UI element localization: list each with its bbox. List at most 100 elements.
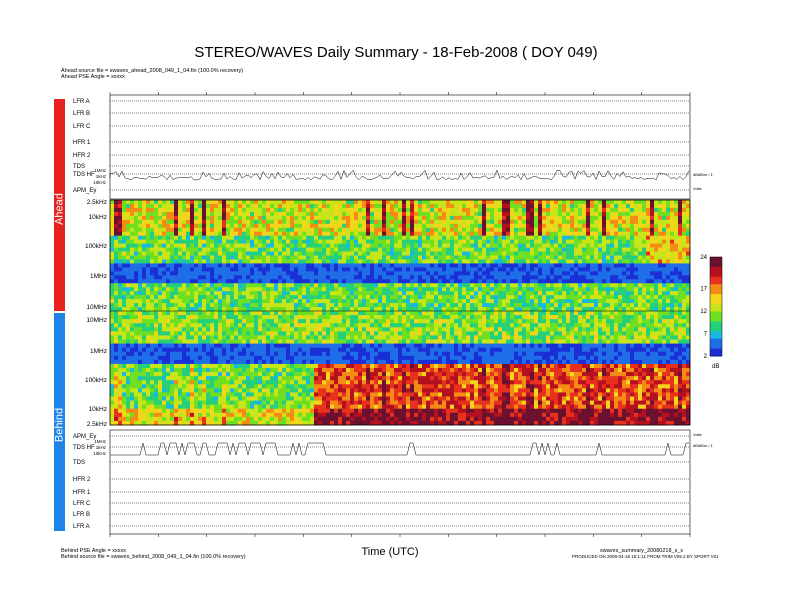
ahead-spectrogram-cell	[234, 263, 239, 268]
behind-spectrogram-cell	[426, 380, 431, 385]
behind-spectrogram-cell	[130, 392, 135, 397]
ahead-spectrogram-cell	[154, 307, 159, 312]
ahead-spectrogram-cell	[118, 283, 123, 288]
ahead-spectrogram-cell	[130, 259, 135, 264]
ahead-spectrogram-cell	[450, 215, 455, 221]
ahead-spectrogram-cell	[410, 295, 415, 300]
behind-spectrogram-cell	[378, 355, 383, 361]
ahead-spectrogram-cell	[178, 215, 183, 221]
behind-spectrogram-cell	[414, 355, 419, 361]
ahead-spectrogram-cell	[426, 307, 431, 312]
ahead-spectrogram-cell	[146, 303, 151, 308]
ahead-spectrogram-cell	[402, 307, 407, 312]
ahead-spectrogram-cell	[226, 275, 231, 280]
ahead-spectrogram-cell	[322, 223, 327, 229]
ahead-spectrogram-cell	[342, 211, 347, 217]
ahead-spectrogram-cell	[294, 295, 299, 300]
ahead-spectrogram-cell	[414, 263, 419, 268]
behind-spectrogram-cell	[274, 311, 279, 316]
behind-spectrogram-cell	[258, 388, 263, 393]
behind-spectrogram-cell	[294, 339, 299, 344]
ahead-spectrogram-cell	[446, 235, 451, 240]
ahead-spectrogram-cell	[114, 223, 119, 229]
ahead-spectrogram-cell	[134, 267, 139, 272]
behind-spectrogram-cell	[250, 372, 255, 377]
ahead-spectrogram-cell	[434, 307, 439, 312]
ahead-spectrogram-cell	[138, 283, 143, 288]
ahead-spectrogram-cell	[394, 263, 399, 268]
behind-spectrogram-cell	[186, 351, 191, 357]
ahead-spectrogram-cell	[386, 271, 391, 276]
ahead-spectrogram-cell	[386, 307, 391, 312]
behind-spectrogram-cell	[166, 412, 171, 418]
behind-spectrogram-cell	[294, 368, 299, 373]
ahead-spectrogram-cell	[298, 243, 303, 248]
behind-spectrogram-cell	[166, 339, 171, 344]
behind-spectrogram-cell	[166, 359, 171, 365]
behind-spectrogram-cell	[362, 388, 367, 393]
ahead-spectrogram-cell	[386, 219, 391, 225]
ahead-spectrogram-cell	[358, 239, 363, 244]
behind-spectrogram-cell	[214, 323, 219, 328]
ahead-spectrogram-cell	[190, 207, 195, 213]
behind-spectrogram-cell	[350, 335, 355, 340]
ahead-spectrogram-cell	[266, 291, 271, 296]
ahead-spectrogram-cell	[298, 203, 303, 209]
behind-spectrogram-cell	[338, 343, 343, 348]
ahead-spectrogram-cell	[210, 239, 215, 244]
ahead-spectrogram-cell	[382, 223, 387, 229]
behind-spectrogram-cell	[130, 351, 135, 357]
ahead-spectrogram-cell	[302, 231, 307, 236]
ahead-tds-scale-label: 1MHz	[94, 168, 107, 173]
behind-spectrogram-cell	[346, 351, 351, 357]
ahead-spectrogram-cell	[162, 263, 167, 268]
behind-spectrogram-cell	[162, 343, 167, 348]
behind-spectrogram-cell	[354, 327, 359, 332]
behind-spectrogram-cell	[438, 339, 443, 344]
behind-spectrogram-cell	[270, 311, 275, 316]
behind-spectrogram-cell	[162, 335, 167, 340]
ahead-spectrogram-cell	[266, 200, 271, 205]
ahead-spectrogram-cell	[426, 291, 431, 296]
behind-spectrogram-cell	[202, 339, 207, 344]
ahead-spectrogram-cell	[422, 215, 427, 221]
behind-spectrogram-cell	[402, 392, 407, 397]
behind-spectrogram-cell	[238, 392, 243, 397]
behind-spectrogram-cell	[122, 331, 127, 336]
behind-spectrogram-cell	[402, 368, 407, 373]
behind-spectrogram-cell	[258, 359, 263, 365]
ahead-spectrogram-cell	[458, 283, 463, 288]
behind-spectrogram-cell	[234, 420, 239, 426]
ahead-spectrogram-cell	[290, 231, 295, 236]
ahead-spectrogram-cell	[278, 231, 283, 236]
behind-spectrogram-cell	[450, 368, 455, 373]
ahead-spectrogram-cell	[194, 299, 199, 304]
ahead-spectrogram-cell	[390, 291, 395, 296]
behind-spectrogram-cell	[318, 380, 323, 385]
ahead-spectrogram-cell	[254, 251, 259, 256]
behind-spectrogram-cell	[222, 311, 227, 316]
ahead-spectrogram-cell	[374, 255, 379, 260]
ahead-spectrogram-cell	[370, 259, 375, 264]
behind-spectrogram-cell	[386, 420, 391, 426]
ahead-spectrogram-cell	[462, 223, 467, 229]
ahead-spectrogram-cell	[394, 223, 399, 229]
behind-spectrogram-cell	[370, 412, 375, 418]
ahead-spectrogram-cell	[402, 211, 407, 217]
behind-spectrogram-cell	[410, 319, 415, 324]
behind-spectrogram-cell	[398, 319, 403, 324]
ahead-spectrogram-cell	[342, 299, 347, 304]
ahead-spectrogram-cell	[258, 223, 263, 229]
behind-spectrogram-cell	[282, 347, 287, 353]
behind-spectrogram-cell	[178, 331, 183, 336]
ahead-spectrogram-cell	[338, 243, 343, 248]
behind-spectrogram-cell	[210, 311, 215, 316]
behind-spectrogram-cell	[410, 343, 415, 348]
ahead-spectrogram-cell	[182, 271, 187, 276]
behind-spectrogram-cell	[254, 412, 259, 418]
ahead-spectrogram-cell	[398, 267, 403, 272]
ahead-spectrogram-cell	[286, 211, 291, 217]
behind-spectrogram-cell	[374, 315, 379, 320]
behind-spectrogram-cell	[110, 400, 115, 405]
ahead-spectrogram-cell	[226, 231, 231, 236]
